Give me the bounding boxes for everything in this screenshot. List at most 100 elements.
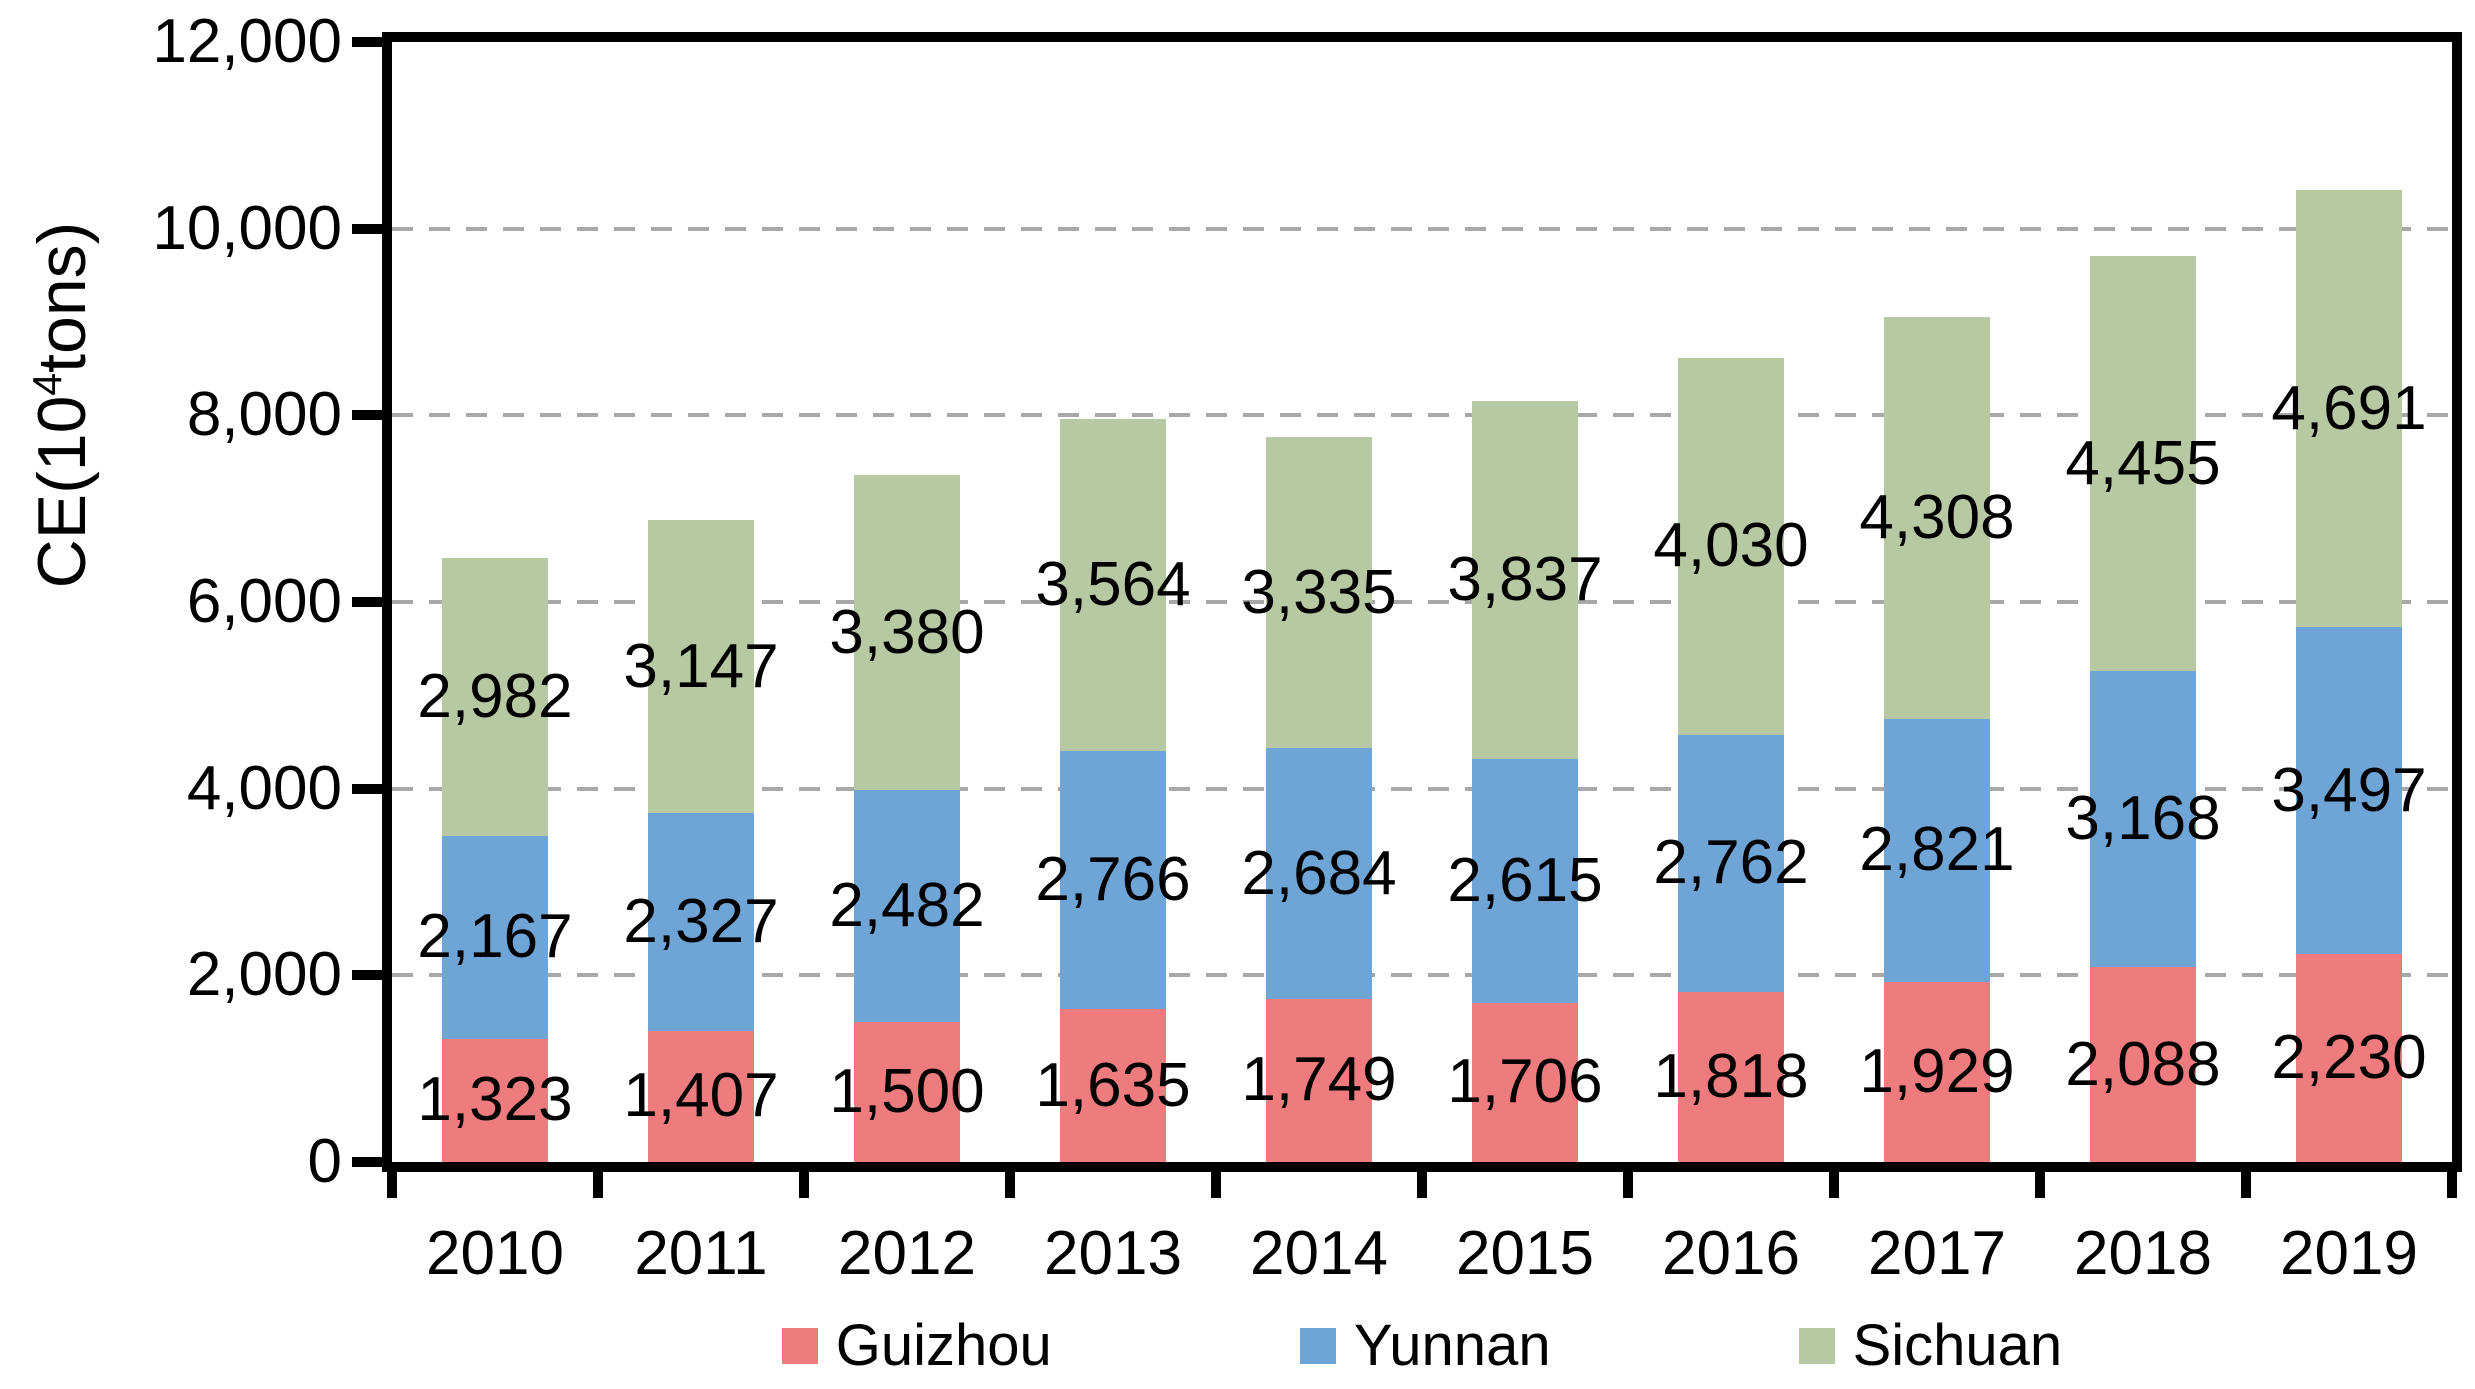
- data-label-2016-yunnan: 2,762: [1653, 828, 1809, 898]
- legend: Guizhou Yunnan Sichuan: [382, 1316, 2462, 1376]
- bar-segment-2012-sichuan: [854, 474, 960, 791]
- y-axis-tick-label: 12,000: [152, 7, 342, 76]
- bar-segment-2019-guizhou: [2296, 953, 2402, 1162]
- x-axis-tick: [799, 1162, 809, 1198]
- data-label-2015-sichuan: 3,837: [1447, 544, 1603, 614]
- y-axis-tick: [352, 1157, 382, 1167]
- data-label-2013-sichuan: 3,564: [1035, 549, 1191, 619]
- legend-item-yunnan: Yunnan: [1299, 1313, 1551, 1378]
- bar-segment-2011-sichuan: [648, 519, 754, 814]
- legend-swatch-sichuan: [1798, 1328, 1835, 1364]
- bar-segment-2016-sichuan: [1678, 358, 1784, 735]
- bar-segment-2013-sichuan: [1060, 418, 1166, 752]
- bar-segment-2013-yunnan: [1060, 751, 1166, 1010]
- x-axis-label-2013: 2013: [1044, 1219, 1182, 1288]
- bar-segment-2015-guizhou: [1472, 1002, 1578, 1162]
- y-axis-tick-label: 6,000: [186, 567, 342, 636]
- bar-segment-2016-yunnan: [1678, 734, 1784, 993]
- data-label-2016-sichuan: 4,030: [1653, 511, 1809, 581]
- bar-segment-2015-yunnan: [1472, 758, 1578, 1003]
- y-axis-tick: [352, 597, 382, 607]
- data-label-2014-guizhou: 1,749: [1241, 1045, 1397, 1115]
- bar-segment-2012-yunnan: [854, 790, 960, 1022]
- data-label-2012-sichuan: 3,380: [829, 597, 985, 667]
- bar-segment-2019-sichuan: [2296, 189, 2402, 628]
- y-axis-tick-label: 0: [307, 1127, 342, 1196]
- y-axis-tick: [352, 410, 382, 421]
- y-axis-tick: [352, 37, 382, 47]
- data-label-2017-yunnan: 2,821: [1859, 815, 2015, 885]
- data-label-2015-yunnan: 2,615: [1447, 845, 1603, 915]
- x-axis-label-2014: 2014: [1250, 1219, 1388, 1288]
- bar-segment-2011-guizhou: [648, 1030, 754, 1162]
- bar-segment-2017-guizhou: [1884, 981, 1990, 1162]
- x-axis-tick: [387, 1162, 397, 1198]
- data-label-2012-yunnan: 2,482: [829, 871, 985, 941]
- data-label-2013-guizhou: 1,635: [1035, 1050, 1191, 1120]
- x-axis-label-2011: 2011: [634, 1219, 768, 1288]
- bar-segment-2018-guizhou: [2090, 967, 2196, 1162]
- legend-label-sichuan: Sichuan: [1852, 1313, 2063, 1378]
- y-axis-tick-label: 4,000: [186, 753, 342, 823]
- bar-segment-2012-guizhou: [854, 1022, 960, 1162]
- legend-swatch-guizhou: [781, 1328, 818, 1364]
- x-axis-tick: [1417, 1162, 1427, 1198]
- bar-segment-2013-guizhou: [1060, 1009, 1166, 1162]
- bar-segment-2017-yunnan: [1884, 718, 1990, 982]
- data-label-2016-guizhou: 1,818: [1653, 1042, 1809, 1112]
- bar-segment-2015-sichuan: [1472, 400, 1578, 759]
- bar-segment-2010-yunnan: [442, 836, 548, 1039]
- y-axis-tick: [352, 223, 382, 234]
- bar-segment-2014-sichuan: [1266, 436, 1372, 749]
- plot-area: 1,323 2,167 2,982 1,407 2,327 3,147 1,500 2,482…: [382, 32, 2462, 1172]
- x-axis-tick: [2447, 1162, 2457, 1198]
- legend-label-yunnan: Yunnan: [1353, 1313, 1551, 1378]
- x-axis-label-2019: 2019: [2280, 1219, 2418, 1288]
- data-label-2013-yunnan: 2,766: [1035, 845, 1191, 915]
- data-label-2011-guizhou: 1,407: [623, 1061, 779, 1131]
- data-label-2011-yunnan: 2,327: [623, 887, 779, 957]
- gridline: [392, 973, 2452, 978]
- x-axis-tick: [2035, 1162, 2045, 1198]
- x-axis-tick: [2241, 1162, 2251, 1198]
- bar-segment-2019-yunnan: [2296, 627, 2402, 954]
- legend-swatch-yunnan: [1299, 1328, 1336, 1364]
- gridline: [392, 786, 2452, 791]
- gridline: [392, 413, 2452, 418]
- data-label-2019-guizhou: 2,230: [2271, 1022, 2427, 1092]
- bar-segment-2014-yunnan: [1266, 748, 1372, 999]
- data-label-2010-sichuan: 2,982: [417, 662, 573, 732]
- x-axis-label-2015: 2015: [1456, 1219, 1594, 1288]
- x-axis-tick: [1005, 1162, 1015, 1198]
- bar-segment-2010-sichuan: [442, 557, 548, 837]
- y-axis-tick-label: 2,000: [186, 940, 342, 1010]
- data-label-2019-yunnan: 3,497: [2271, 755, 2427, 825]
- y-axis-tick: [352, 970, 382, 981]
- y-axis-tick-label: 8,000: [186, 380, 342, 450]
- gridline: [392, 600, 2452, 604]
- data-label-2012-guizhou: 1,500: [829, 1057, 985, 1126]
- y-axis-tick: [352, 783, 382, 794]
- gridline: [392, 226, 2452, 231]
- y-axis-tick-label: 10,000: [152, 193, 342, 263]
- data-label-2018-guizhou: 2,088: [2065, 1029, 2221, 1099]
- data-label-2015-guizhou: 1,706: [1447, 1047, 1603, 1117]
- bar-segment-2010-guizhou: [442, 1038, 548, 1162]
- x-axis-label-2010: 2010: [426, 1219, 564, 1288]
- bar-segment-2014-guizhou: [1266, 998, 1372, 1162]
- bar-segment-2011-yunnan: [648, 813, 754, 1031]
- x-axis-tick: [1623, 1162, 1633, 1198]
- bar-segment-2016-guizhou: [1678, 992, 1784, 1162]
- x-axis-label-2016: 2016: [1662, 1219, 1800, 1288]
- data-label-2010-guizhou: 1,323: [417, 1065, 573, 1135]
- x-axis-tick: [593, 1162, 603, 1198]
- x-axis-tick: [1829, 1162, 1839, 1198]
- data-label-2017-guizhou: 1,929: [1859, 1036, 2015, 1106]
- data-label-2011-sichuan: 3,147: [623, 631, 779, 701]
- legend-label-guizhou: Guizhou: [835, 1313, 1052, 1378]
- data-label-2019-sichuan: 4,691: [2271, 373, 2427, 443]
- legend-item-guizhou: Guizhou: [781, 1313, 1052, 1378]
- bar-segment-2018-sichuan: [2090, 255, 2196, 672]
- data-label-2018-yunnan: 3,168: [2065, 784, 2221, 854]
